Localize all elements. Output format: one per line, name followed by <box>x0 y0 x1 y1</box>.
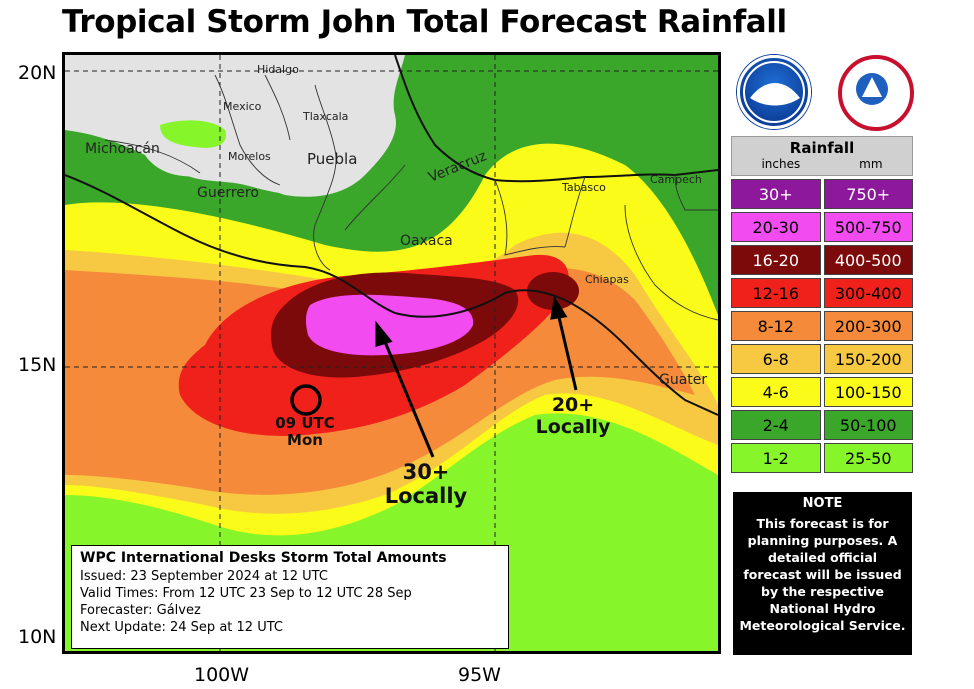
legend-cell-mm: 200-300 <box>823 311 913 341</box>
legend-row: 6-8 150-200 <box>731 344 913 374</box>
annotation-20-locally: 20+ Locally <box>535 394 611 438</box>
info-forecaster: Forecaster: Gálvez <box>80 603 201 618</box>
legend-cell-mm: 100-150 <box>823 377 913 407</box>
label-michoacan: Michoacán <box>85 141 160 157</box>
note-body: This forecast is for planning purposes. … <box>739 516 906 633</box>
legend-row: 30+ 750+ <box>731 179 913 209</box>
legend-row: 1-2 25-50 <box>731 443 913 473</box>
lon-label-95w: 95W <box>458 664 501 686</box>
label-oaxaca: Oaxaca <box>400 233 453 249</box>
legend-cell-inches: 16-20 <box>731 245 821 275</box>
info-header: WPC International Desks Storm Total Amou… <box>80 550 447 566</box>
nws-logo <box>838 55 914 131</box>
annotation-arrows <box>375 295 578 458</box>
legend-cell-inches: 6-8 <box>731 344 821 374</box>
legend-cell-inches: 8-12 <box>731 311 821 341</box>
note-box: NOTE This forecast is for planning purpo… <box>733 492 912 655</box>
storm-center-marker <box>290 384 322 416</box>
legend-title: Rainfall <box>789 139 855 157</box>
rainfall-legend: Rainfall inches mm 30+ 750+ 20-30 500-750 16… <box>731 136 913 473</box>
legend-cell-mm: 400-500 <box>823 245 913 275</box>
label-guatemala: Guater <box>659 372 708 388</box>
label-campeche: Campech <box>650 173 702 186</box>
info-next-update: Next Update: 24 Sep at 12 UTC <box>80 620 283 635</box>
lat-label-10n: 10N <box>18 626 57 648</box>
rainfall-contours <box>65 55 718 651</box>
legend-cell-mm: 500-750 <box>823 212 913 242</box>
lon-label-100w: 100W <box>194 664 250 686</box>
legend-cell-inches: 1-2 <box>731 443 821 473</box>
legend-cell-inches: 20-30 <box>731 212 821 242</box>
label-tlaxcala: Tlaxcala <box>303 110 349 123</box>
legend-row: 4-6 100-150 <box>731 377 913 407</box>
legend-unit-inches: inches <box>761 157 801 171</box>
info-issued: Issued: 23 September 2024 at 12 UTC <box>80 569 328 584</box>
legend-cell-mm: 300-400 <box>823 278 913 308</box>
map-title: Tropical Storm John Total Forecast Rainf… <box>62 4 787 40</box>
label-tabasco: Tabasco <box>562 181 606 194</box>
legend-unit-mm: mm <box>859 157 883 171</box>
legend-header: Rainfall inches mm <box>731 136 913 176</box>
annotation-storm-center: 09 UTC Mon <box>275 414 335 450</box>
legend-cell-inches: 4-6 <box>731 377 821 407</box>
label-guerrero: Guerrero <box>197 185 259 201</box>
legend-row: 12-16 300-400 <box>731 278 913 308</box>
legend-cell-mm: 750+ <box>823 179 913 209</box>
label-hidalgo: Hidalgo <box>257 63 299 76</box>
legend-cell-inches: 30+ <box>731 179 821 209</box>
label-mexico: Mexico <box>223 100 262 113</box>
note-title: NOTE <box>802 496 843 511</box>
lat-label-15n: 15N <box>18 354 57 376</box>
contour-20-30 <box>305 294 474 356</box>
state-borders <box>104 74 718 321</box>
legend-row: 20-30 500-750 <box>731 212 913 242</box>
label-morelos: Morelos <box>228 150 271 163</box>
legend-row: 2-4 50-100 <box>731 410 913 440</box>
label-chiapas: Chiapas <box>585 273 629 286</box>
coastline <box>65 174 718 416</box>
annotation-30-locally: 30+ Locally <box>384 460 468 509</box>
nws-logo-icon <box>856 73 888 105</box>
legend-cell-inches: 2-4 <box>731 410 821 440</box>
label-puebla: Puebla <box>307 150 358 168</box>
rainfall-map: Hidalgo Mexico Tlaxcala Michoacán Morelo… <box>62 52 721 654</box>
info-box: WPC International Desks Storm Total Amou… <box>71 545 509 649</box>
info-valid-times: Valid Times: From 12 UTC 23 Sep to 12 UT… <box>80 586 412 601</box>
lat-label-20n: 20N <box>18 62 57 84</box>
legend-cell-inches: 12-16 <box>731 278 821 308</box>
legend-cell-mm: 50-100 <box>823 410 913 440</box>
legend-cell-mm: 150-200 <box>823 344 913 374</box>
noaa-logo-icon <box>743 61 805 123</box>
legend-row: 8-12 200-300 <box>731 311 913 341</box>
legend-row: 16-20 400-500 <box>731 245 913 275</box>
noaa-logo <box>737 55 811 129</box>
legend-cell-mm: 25-50 <box>823 443 913 473</box>
